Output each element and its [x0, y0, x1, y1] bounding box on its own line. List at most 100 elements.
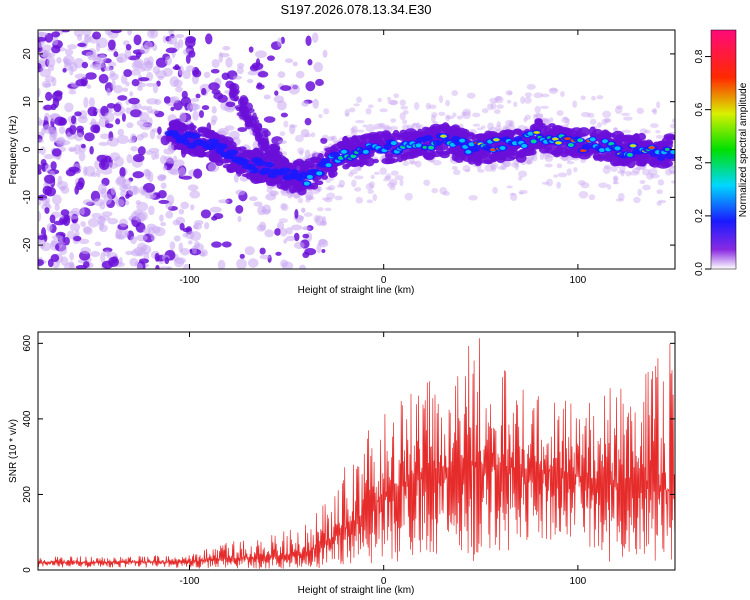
spectrogram-halo-blob	[428, 104, 437, 110]
spectrogram-noise-blob	[75, 79, 87, 87]
spectrogram-halo-blob	[540, 93, 550, 98]
spectrogram-noise-blob	[170, 168, 180, 176]
spectrogram-noise-blob	[89, 146, 94, 155]
spectrogram-noise-blob	[236, 62, 245, 69]
spectrogram-noise-blob	[136, 234, 148, 242]
spectrogram-noise-blob	[137, 85, 143, 91]
spectrogram-noise-blob	[211, 115, 218, 123]
spectrogram-halo-blob	[401, 124, 409, 130]
spectrogram-halo-blob	[453, 169, 461, 176]
spectrogram-noise-blob	[195, 93, 201, 99]
spectrogram-noise-blob	[125, 81, 130, 87]
spectrogram-halo-blob	[639, 179, 646, 184]
spectrogram-noise-blob	[187, 240, 193, 245]
spectrogram-halo-blob	[612, 175, 619, 182]
spectrogram-noise-blob	[209, 206, 222, 213]
spectrogram-ridge-blob	[627, 153, 633, 157]
spectrogram-marks	[38, 30, 675, 269]
spectrogram-noise-blob	[148, 205, 155, 216]
spectrogram-noise-blob	[92, 31, 102, 40]
spectrogram-ridge-blob	[422, 145, 428, 149]
spectrogram-halo-blob	[508, 91, 513, 95]
spectrogram-noise-blob	[174, 64, 180, 70]
spectrogram-noise-blob	[69, 65, 74, 76]
spectrogram-ridge-blob	[423, 134, 433, 141]
spectrogram-noise-blob	[132, 171, 144, 179]
spectrogram-halo-blob	[505, 119, 513, 127]
spectrogram-halo-blob	[456, 115, 464, 120]
spectrogram-halo-blob	[438, 111, 446, 116]
spectrogram-halo-blob	[373, 126, 379, 130]
spectrogram-noise-blob	[92, 198, 105, 206]
spectrogram-xtick-label: 100	[570, 275, 587, 286]
spectrogram-noise-blob	[43, 104, 53, 111]
spectrogram-halo-blob	[289, 124, 298, 129]
spectrogram-halo-blob	[400, 105, 409, 110]
spectrogram-halo-blob	[326, 192, 336, 200]
spectrogram-noise-blob	[90, 124, 100, 134]
spectrogram-halo-blob	[556, 163, 563, 169]
spectrogram-halo-blob	[402, 109, 409, 115]
spectrogram-noise-blob	[163, 96, 171, 104]
spectrogram-halo-blob	[373, 171, 380, 176]
spectrogram-noise-blob	[40, 158, 47, 167]
spectrogram-noise-blob	[45, 91, 53, 102]
spectrogram-noise-blob	[120, 190, 127, 197]
snr-axes: -100 0 100 0 200 400 600	[22, 332, 675, 587]
spectrogram-ridge-blob	[531, 139, 536, 143]
spectrogram-ridge-blob	[181, 139, 190, 146]
spectrogram-noise-blob	[185, 36, 197, 44]
spectrogram-noise-blob	[173, 235, 181, 242]
spectrogram-halo-blob	[379, 167, 387, 175]
colorbar-label: Normalized spectral amplitude	[738, 82, 749, 217]
spectrogram-noise-blob	[129, 257, 139, 267]
spectrogram-noise-blob	[232, 75, 243, 80]
spectrogram-halo-blob	[526, 83, 536, 90]
spectrogram-ridge-blob	[264, 161, 275, 168]
spectrogram-halo-blob	[378, 122, 386, 128]
spectrogram-halo-blob	[580, 182, 590, 189]
spectrogram-noise-blob	[163, 148, 175, 155]
spectrogram-noise-blob	[127, 30, 132, 36]
spectrogram-noise-blob	[107, 39, 116, 51]
spectrogram-noise-blob	[193, 220, 204, 225]
spectrogram-noise-blob	[168, 35, 178, 45]
spectrogram-noise-blob	[101, 211, 113, 217]
spectrogram-halo-blob	[617, 192, 625, 201]
spectrogram-noise-blob	[38, 87, 41, 98]
spectrogram-halo-blob	[520, 96, 526, 105]
spectrogram-noise-blob	[107, 61, 117, 68]
spectrogram-halo-blob	[280, 203, 289, 212]
spectrogram-ridge-blob	[468, 142, 475, 147]
spectrogram-noise-blob	[115, 118, 121, 125]
spectrogram-noise-blob	[113, 85, 123, 94]
spectrogram-noise-blob	[162, 35, 167, 44]
spectrogram-noise-blob	[68, 90, 77, 95]
spectrogram-noise-blob	[205, 33, 213, 45]
spectrogram-noise-blob	[239, 253, 245, 259]
spectrogram-noise-blob	[180, 201, 189, 210]
spectrogram-noise-blob	[85, 72, 97, 80]
spectrogram-noise-blob	[38, 259, 44, 266]
spectrogram-noise-blob	[98, 141, 109, 146]
spectrogram-noise-blob	[284, 58, 294, 64]
spectrogram-halo-blob	[602, 110, 612, 118]
spectrogram-ridge-blob	[303, 181, 310, 186]
spectrogram-halo-blob	[561, 117, 570, 123]
spectrogram-noise-blob	[300, 128, 310, 138]
spectrogram-noise-blob	[47, 258, 54, 268]
spectrogram-noise-blob	[58, 126, 66, 135]
spectrogram-halo-blob	[383, 124, 391, 132]
spectrogram-halo-blob	[636, 107, 644, 115]
spectrogram-noise-blob	[74, 73, 87, 80]
spectrogram-noise-blob	[120, 74, 128, 85]
spectrogram-halo-blob	[623, 116, 633, 121]
spectrogram-noise-blob	[165, 47, 178, 54]
spectrogram-noise-blob	[80, 207, 85, 216]
snr-ytick-label: 200	[22, 486, 33, 503]
spectrogram-ridge-blob	[527, 131, 534, 136]
spectrogram-noise-blob	[86, 84, 92, 89]
spectrogram-halo-blob	[390, 170, 399, 176]
spectrogram-noise-blob	[115, 199, 125, 208]
spectrogram-halo-blob	[466, 92, 476, 99]
